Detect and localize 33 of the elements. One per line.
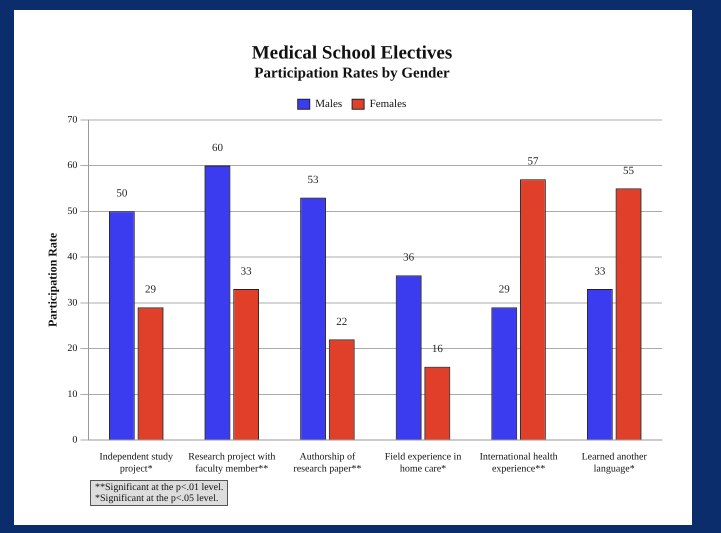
y-tick-label: 0 <box>72 434 78 446</box>
data-label: 22 <box>336 316 348 328</box>
legend-label: Males <box>315 98 342 110</box>
chart-title: Medical School Electives <box>252 42 452 64</box>
y-tick-label: 70 <box>67 114 78 126</box>
y-tick-label: 30 <box>67 297 78 308</box>
x-tick-label: International health experience** <box>480 452 558 475</box>
data-label: 55 <box>623 164 635 177</box>
data-label: 29 <box>145 284 157 296</box>
text: *Significant at the p<.05 level. <box>95 493 220 504</box>
data-label: 60 <box>212 142 224 154</box>
x-tick-label: Independent study project* <box>99 452 173 475</box>
y-tick-label: 50 <box>67 206 78 217</box>
data-label: 57 <box>527 156 539 168</box>
data-label: 36 <box>403 252 415 264</box>
data-label: 50 <box>116 188 128 200</box>
x-tick-label: Authorship of research paper** <box>293 452 362 475</box>
data-label: 29 <box>498 284 510 296</box>
text: **Significant at the p<.01 level. <box>95 482 224 493</box>
y-axis-title: Participation Rate <box>45 232 60 328</box>
legend-label: Females <box>370 98 406 110</box>
x-tick-label: Field experience in home care* <box>384 452 462 475</box>
x-tick-label: Learned another language* <box>582 452 648 475</box>
y-tick-label: 60 <box>67 160 78 172</box>
y-tick-label: 10 <box>67 388 78 400</box>
y-tick-label: 40 <box>67 252 78 263</box>
data-label: 33 <box>594 265 606 278</box>
data-label: 53 <box>308 174 320 186</box>
data-label: 33 <box>240 265 252 278</box>
y-tick-label: 20 <box>67 343 78 354</box>
x-tick-label: Research project with faculty member** <box>188 452 276 475</box>
data-label: 16 <box>432 343 444 356</box>
chart-subtitle: Participation Rates by Gender <box>254 66 450 82</box>
